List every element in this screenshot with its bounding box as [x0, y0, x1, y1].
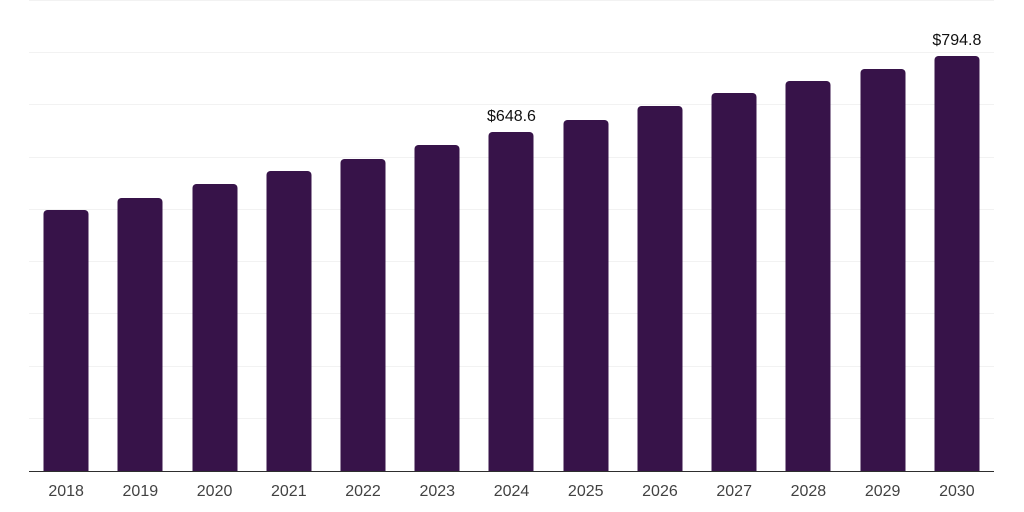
bar-slot-2027	[697, 1, 771, 471]
bar-2019[interactable]	[117, 197, 163, 471]
x-tick-label-2028: 2028	[790, 483, 827, 500]
bar-slot-2020	[177, 1, 251, 471]
x-tick-label-2018: 2018	[48, 483, 84, 500]
plot-area: $648.6 $794.8	[29, 0, 994, 471]
bar-2029[interactable]	[860, 68, 906, 471]
bar-2020[interactable]	[192, 183, 238, 471]
bar-value-label-2024: $648.6	[487, 108, 536, 126]
x-tick-label-2023: 2023	[419, 483, 456, 500]
x-tick-label-2029: 2029	[864, 483, 901, 500]
bar-slot-2024: $648.6	[474, 1, 548, 471]
bar-2025[interactable]	[563, 119, 609, 471]
bar-value-label-2030: $794.8	[932, 31, 982, 49]
bar-2024[interactable]	[488, 132, 534, 471]
gridline-900	[29, 0, 994, 1]
x-tick-label-2019: 2019	[122, 483, 159, 500]
bar-slot-2029	[846, 1, 920, 471]
x-axis-labels: 2018 2019 2020 2021 2022 2023 2024 2025 2026 2027…	[29, 482, 994, 502]
bar-2030[interactable]	[934, 55, 980, 471]
bar-slot-2026	[623, 1, 697, 471]
x-axis-line	[29, 470, 994, 472]
x-tick-label-2020: 2020	[196, 483, 233, 500]
x-tick-label-2027: 2027	[716, 483, 752, 500]
bar-slot-2028	[771, 1, 845, 471]
bar-slot-2030: $794.8	[920, 1, 994, 471]
x-tick-label-2024: 2024	[493, 483, 530, 500]
x-tick-label-2026: 2026	[642, 483, 678, 500]
bar-slot-2025	[549, 1, 623, 471]
gridline-700	[29, 104, 994, 106]
gridline-800	[29, 52, 994, 54]
bar-slot-2023	[400, 1, 474, 471]
bar-2022[interactable]	[340, 158, 386, 471]
bar-slot-2021	[252, 1, 326, 471]
x-tick-label-2021: 2021	[271, 483, 307, 500]
bar-slot-2022	[326, 1, 400, 471]
x-tick-label-2022: 2022	[345, 483, 381, 500]
x-tick-label-2025: 2025	[567, 483, 604, 500]
bar-2018[interactable]	[43, 210, 89, 471]
bar-2026[interactable]	[637, 106, 683, 471]
bar-slot-2018	[29, 1, 103, 471]
bar-2023[interactable]	[414, 144, 460, 471]
bar-2027[interactable]	[711, 93, 757, 471]
x-tick-label-2030: 2030	[939, 483, 975, 500]
bar-slot-2019	[103, 1, 177, 471]
bar-2021[interactable]	[266, 171, 312, 471]
bar-2028[interactable]	[785, 81, 831, 471]
